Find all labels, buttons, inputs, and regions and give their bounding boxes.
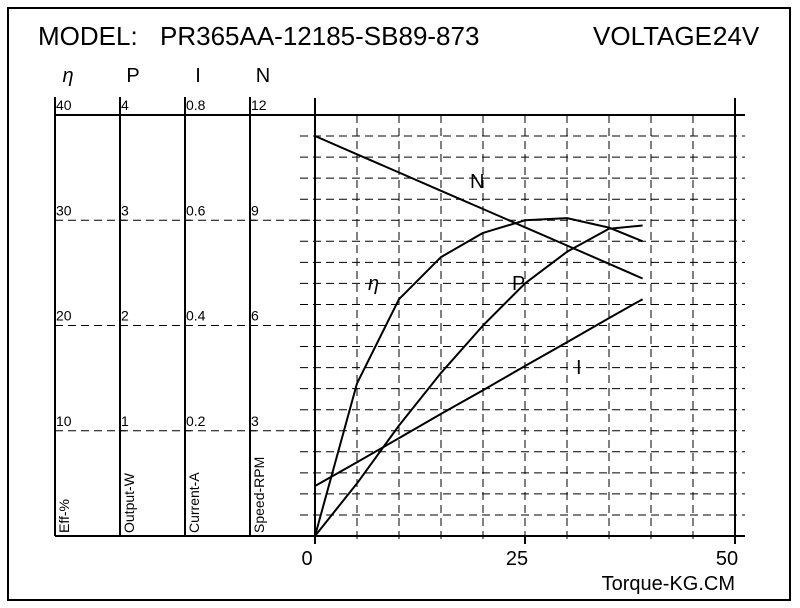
axis-symbol: N xyxy=(256,65,270,87)
series-label: η xyxy=(368,273,379,295)
y-tick-label: 0.2 xyxy=(186,413,206,429)
axis-title: Output-W xyxy=(121,472,137,533)
frame xyxy=(7,7,791,601)
y-tick-label: 1 xyxy=(121,413,129,429)
x-tick-label: 25 xyxy=(506,548,528,570)
x-axis-title: Torque-KG.CM xyxy=(602,573,735,595)
y-tick-label: 30 xyxy=(56,202,72,218)
y-tick-label: 0.6 xyxy=(186,202,206,218)
axis-symbol: η xyxy=(62,65,73,87)
series-line xyxy=(314,217,643,537)
y-tick-label: 10 xyxy=(56,413,72,429)
axis-title: Current-A xyxy=(186,472,202,533)
y-tick-label: 40 xyxy=(56,97,72,113)
series-label: I xyxy=(576,357,582,379)
series-label: N xyxy=(470,171,484,193)
x-tick-label: 50 xyxy=(716,548,738,570)
axis-title: Eff-% xyxy=(56,499,72,533)
y-tick-label: 0.4 xyxy=(186,308,206,324)
x-tick-label: 0 xyxy=(301,548,312,570)
y-tick-label: 20 xyxy=(56,308,72,324)
y-tick-label: 3 xyxy=(251,413,259,429)
y-tick-label: 0.8 xyxy=(186,97,206,113)
series-line xyxy=(314,298,644,487)
y-tick-label: 6 xyxy=(251,308,259,324)
axis-symbol: P xyxy=(126,65,139,87)
voltage: 24V xyxy=(713,21,760,51)
axis-symbol: I xyxy=(195,65,201,87)
y-tick-label: 3 xyxy=(121,202,129,218)
axis-title: Speed-RPM xyxy=(251,457,267,533)
y-tick-label: 4 xyxy=(121,97,129,113)
series-label: P xyxy=(512,273,525,295)
y-tick-label: 9 xyxy=(251,202,259,218)
model: PR365AA-12185-SB89-873 xyxy=(160,21,479,51)
y-tick-label: 2 xyxy=(121,308,129,324)
series-line xyxy=(314,135,644,280)
series-line xyxy=(314,224,643,537)
voltage-label: VOLTAGE: xyxy=(593,21,719,51)
y-tick-label: 12 xyxy=(251,97,267,113)
model-label: MODEL: xyxy=(38,21,138,51)
